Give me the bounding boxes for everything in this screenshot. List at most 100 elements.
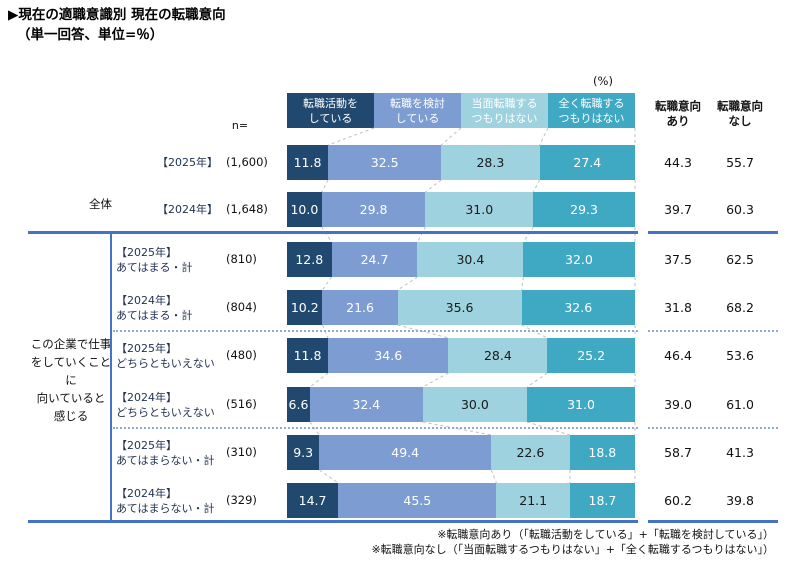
row-sublabel: あてはまる・計 [116, 261, 193, 274]
row-year-label: 【2024年】 [157, 203, 218, 216]
bar-segment-job-hunting: 6.6 [287, 387, 310, 422]
chart-row: 【2024年】 あてはまる・計 (804) 10.2 21.6 35.6 32.… [0, 290, 788, 325]
subgroup-dotted-divider [113, 330, 638, 332]
intent-no-value: 61.0 [726, 397, 754, 412]
bar-segment-no-plan-for-now: 28.4 [448, 338, 548, 373]
bar-segment-no-plan-at-all: 27.4 [539, 145, 635, 180]
bar-segment-job-hunting: 14.7 [287, 483, 339, 518]
bar-segment-no-plan-for-now: 21.1 [496, 483, 570, 518]
legend-label-line: 全く転職する [558, 96, 625, 110]
intent-yes-value: 39.0 [664, 397, 692, 412]
legend-label-line: つもりはない [558, 111, 625, 125]
row-year-label: 【2024年】 [116, 391, 177, 404]
chart-row: 【2024年】 (1,648) 10.0 29.8 31.0 29.3 39.7… [0, 192, 788, 227]
stacked-bar: 11.8 32.5 28.3 27.4 [287, 145, 635, 180]
stacked-bar: 10.2 21.6 35.6 32.6 [287, 290, 635, 325]
connector-line [539, 127, 549, 146]
group-divider-line [28, 231, 638, 234]
bar-segment-no-plan-at-all: 18.8 [569, 435, 635, 470]
bar-segment-considering: 32.5 [328, 145, 442, 180]
column-header-line: あり [666, 114, 690, 128]
subgroup-dotted-divider-right [648, 330, 778, 332]
stacked-bar: 9.3 49.4 22.6 18.8 [287, 435, 635, 470]
connector-line [522, 226, 534, 243]
bar-segment-considering: 24.7 [331, 242, 418, 277]
row-n-value: (310) [226, 445, 257, 459]
group-vertical-divider [110, 231, 112, 523]
group-label-text: 全体 [89, 196, 112, 211]
bar-segment-considering: 29.8 [321, 192, 426, 227]
connector-line [322, 276, 332, 291]
bar-segment-job-hunting: 9.3 [287, 435, 320, 470]
legend-label-line: つもりはない [471, 111, 538, 125]
intent-no-value: 60.3 [726, 202, 754, 217]
legend-box-job-hunting: 転職活動を している [287, 93, 374, 128]
intent-yes-value: 39.7 [664, 202, 692, 217]
chart-title-line2: （単一回答、単位=％） [17, 27, 164, 44]
footnotes: ※転職意向あり（「転職活動をしている」+「転職を検討している」） ※転職意向なし… [371, 527, 774, 557]
row-n-value: (516) [226, 397, 257, 411]
bar-segment-considering: 34.6 [328, 338, 449, 373]
chart-row: 【2024年】 あてはまらない・計 (329) 14.7 45.5 21.1 1… [0, 483, 788, 518]
row-label: 【2024年】 どちらともいえない [116, 387, 218, 425]
intent-no-value: 68.2 [726, 300, 754, 315]
stacked-bar: 11.8 34.6 28.4 25.2 [287, 338, 635, 373]
chart-row: 【2025年】 あてはまる・計 (810) 12.8 24.7 30.4 32.… [0, 242, 788, 277]
legend-box-no-plan-at-all: 全く転職する つもりはない [548, 93, 635, 128]
connector-line [440, 127, 462, 146]
bar-segment-no-plan-at-all: 18.7 [569, 483, 635, 518]
row-sublabel: どちらともいえない [116, 406, 215, 419]
n-equals-label: n= [231, 119, 249, 132]
connector-line [309, 372, 329, 388]
connector-line [321, 179, 329, 193]
row-n-value: (1,600) [226, 155, 268, 169]
row-year-label: 【2025年】 [116, 342, 177, 355]
bar-segment-job-hunting: 10.2 [287, 290, 323, 325]
intent-yes-value: 37.5 [664, 252, 692, 267]
column-header-line: 転職意向 [717, 99, 763, 113]
bar-segment-considering: 45.5 [338, 483, 497, 518]
subgroup-dotted-divider-right [648, 427, 778, 429]
row-label: 【2025年】 どちらともいえない [116, 338, 218, 376]
group-label-fit-feeling: この企業で仕事 をしていくことに 向いていると 感じる [30, 242, 112, 518]
column-header-line: 転職意向 [655, 99, 701, 113]
connector-line [417, 226, 426, 243]
intent-no-value: 55.7 [726, 155, 754, 170]
legend-label-line: している [395, 111, 440, 125]
row-sublabel: あてはまる・計 [116, 309, 193, 322]
legend-label-line: している [308, 111, 353, 125]
chart-row: 【2025年】 どちらともいえない (480) 11.8 34.6 28.4 2… [0, 338, 788, 373]
chart-title-line1: ▶現在の適職意識別 現在の転職意向 [8, 7, 226, 23]
subgroup-dotted-divider [113, 427, 638, 429]
bar-segment-no-plan-at-all: 31.0 [527, 387, 635, 422]
row-sublabel: あてはまらない・計 [116, 454, 215, 467]
column-header-intent-yes: 転職意向 あり [648, 99, 708, 129]
group-label-overall: 全体 [30, 145, 112, 262]
chart-row: 【2025年】 あてはまらない・計 (310) 9.3 49.4 22.6 18… [0, 435, 788, 470]
stacked-bar: 14.7 45.5 21.1 18.7 [287, 483, 635, 518]
group-label-line: 感じる [53, 409, 89, 423]
intent-yes-value: 46.4 [664, 348, 692, 363]
legend-label-line: 転職活動を [303, 96, 358, 110]
bar-segment-job-hunting: 11.8 [287, 338, 329, 373]
bar-segment-no-plan-for-now: 28.3 [441, 145, 540, 180]
connector-line [327, 127, 375, 146]
row-year-label: 【2025年】 [116, 439, 177, 452]
intent-no-value: 41.3 [726, 445, 754, 460]
group-label-line: この企業で仕事 [30, 337, 112, 351]
connector-line [532, 179, 541, 193]
row-n-value: (804) [226, 300, 257, 314]
legend-label-line: 転職を検討 [390, 96, 445, 110]
row-year-label: 【2025年】 [157, 156, 218, 169]
connector-line [319, 469, 339, 484]
bar-segment-considering: 49.4 [319, 435, 492, 470]
group-label-line: をしていくことに [30, 355, 112, 387]
group-divider-line-right [648, 231, 778, 234]
intent-no-value: 39.8 [726, 493, 754, 508]
bar-segment-considering: 32.4 [309, 387, 423, 422]
bar-segment-no-plan-at-all: 32.6 [521, 290, 635, 325]
row-n-value: (810) [226, 252, 257, 266]
legend-box-no-plan-for-now: 当面転職する つもりはない [461, 93, 548, 128]
row-label: 【2024年】 あてはまる・計 [116, 290, 218, 328]
